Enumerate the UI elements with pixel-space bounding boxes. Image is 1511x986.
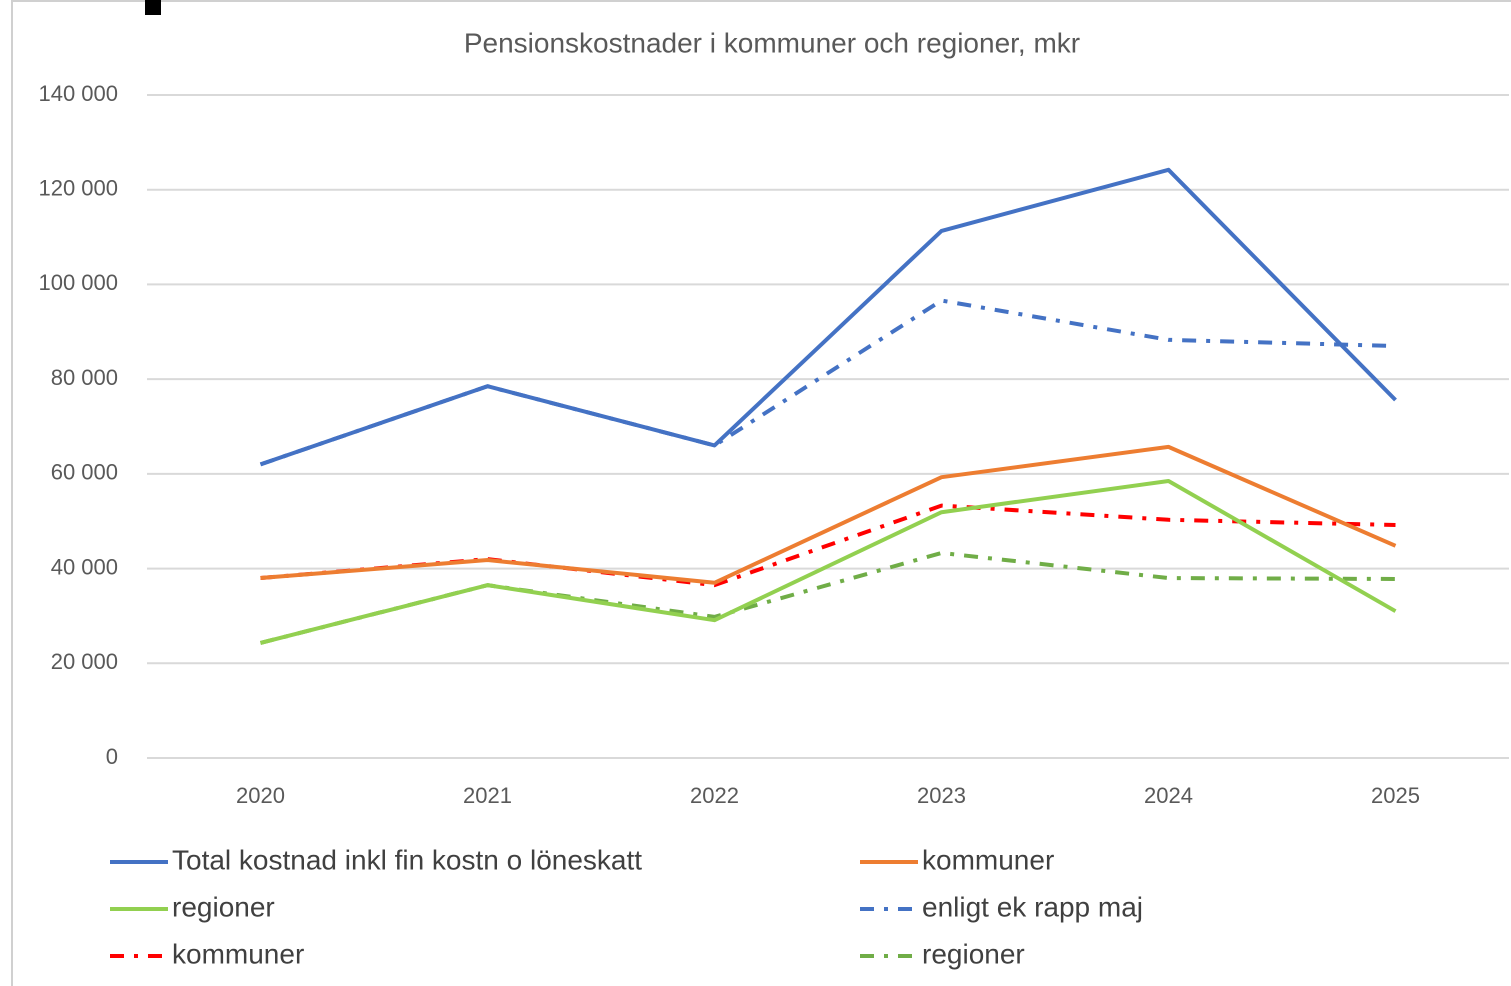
- x-tick-label: 2021: [463, 783, 512, 808]
- y-tick-label: 80 000: [51, 365, 118, 390]
- series-line: [260, 503, 1396, 588]
- y-tick-label: 120 000: [38, 176, 118, 201]
- legend-label: kommuner: [922, 844, 1054, 875]
- x-tick-label: 2025: [1371, 783, 1420, 808]
- series-line: [260, 444, 1397, 585]
- legend-label: Total kostnad inkl fin kostn o löneskatt: [172, 844, 642, 875]
- y-tick-label: 140 000: [38, 81, 118, 106]
- y-tick-label: 40 000: [51, 554, 118, 579]
- y-tick-label: 0: [106, 744, 118, 769]
- marker-square: [145, 0, 161, 15]
- legend-label: regioner: [172, 891, 275, 922]
- x-tick-label: 2024: [1144, 783, 1193, 808]
- legend-label: enligt ek rapp maj: [922, 891, 1143, 922]
- x-tick-label: 2020: [236, 783, 285, 808]
- legend-label: regioner: [922, 938, 1025, 969]
- series-line: [259, 167, 1397, 467]
- x-tick-label: 2022: [690, 783, 739, 808]
- y-tick-label: 60 000: [51, 460, 118, 485]
- series-line: [260, 478, 1397, 645]
- y-tick-label: 20 000: [51, 649, 118, 674]
- y-tick-label: 100 000: [38, 270, 118, 295]
- x-tick-label: 2023: [917, 783, 966, 808]
- legend-label: kommuner: [172, 938, 304, 969]
- chart-title: Pensionskostnader i kommuner och regione…: [464, 27, 1080, 58]
